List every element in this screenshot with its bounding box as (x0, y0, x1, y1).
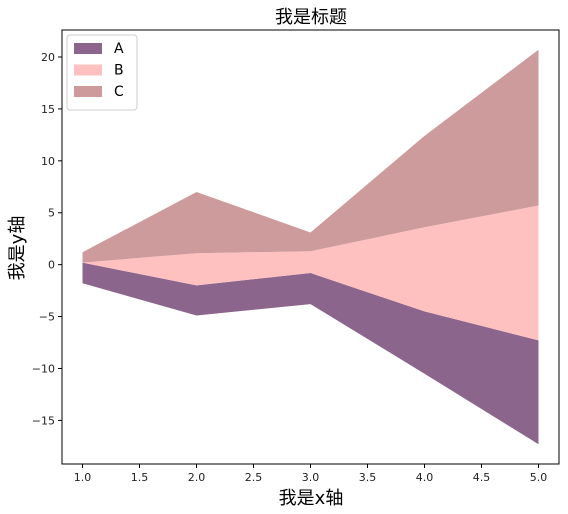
x-tick-label: 1.5 (131, 471, 149, 484)
y-tick-label: 20 (41, 51, 55, 64)
legend-swatch-b (74, 64, 102, 76)
y-tick-label: −10 (32, 362, 55, 375)
y-tick-label: 15 (41, 103, 55, 116)
y-axis-ticks: −15 −10 −5 0 5 10 15 20 (32, 51, 62, 427)
areas-layer (82, 49, 539, 445)
area-series-a (82, 262, 539, 445)
y-tick-label: −5 (39, 311, 55, 324)
legend-label-c: C (114, 84, 124, 100)
x-tick-label: 3.0 (302, 471, 320, 484)
chart-title: 我是标题 (275, 7, 347, 28)
y-tick-label: 10 (41, 155, 55, 168)
y-tick-label: 0 (48, 259, 55, 272)
x-tick-label: 2.5 (245, 471, 263, 484)
x-tick-label: 1.0 (74, 471, 92, 484)
x-tick-label: 4.5 (473, 471, 491, 484)
area-series-b (82, 205, 539, 341)
x-tick-label: 2.0 (188, 471, 206, 484)
y-tick-label: 5 (48, 207, 55, 220)
x-axis-title: 我是x轴 (279, 488, 344, 509)
y-tick-label: −15 (32, 414, 55, 427)
area-series-c (82, 49, 539, 263)
legend-label-b: B (114, 63, 124, 79)
x-tick-label: 3.5 (359, 471, 377, 484)
y-axis-title: 我是y轴 (7, 216, 28, 281)
legend-label-a: A (114, 41, 124, 57)
x-axis-ticks: 1.0 1.5 2.0 2.5 3.0 3.5 4.0 4.5 5.0 (74, 464, 547, 484)
legend: ABC (66, 34, 138, 111)
x-tick-label: 5.0 (530, 471, 548, 484)
x-tick-label: 4.0 (416, 471, 434, 484)
legend-swatch-c (74, 86, 102, 97)
legend-swatch-a (74, 43, 102, 54)
